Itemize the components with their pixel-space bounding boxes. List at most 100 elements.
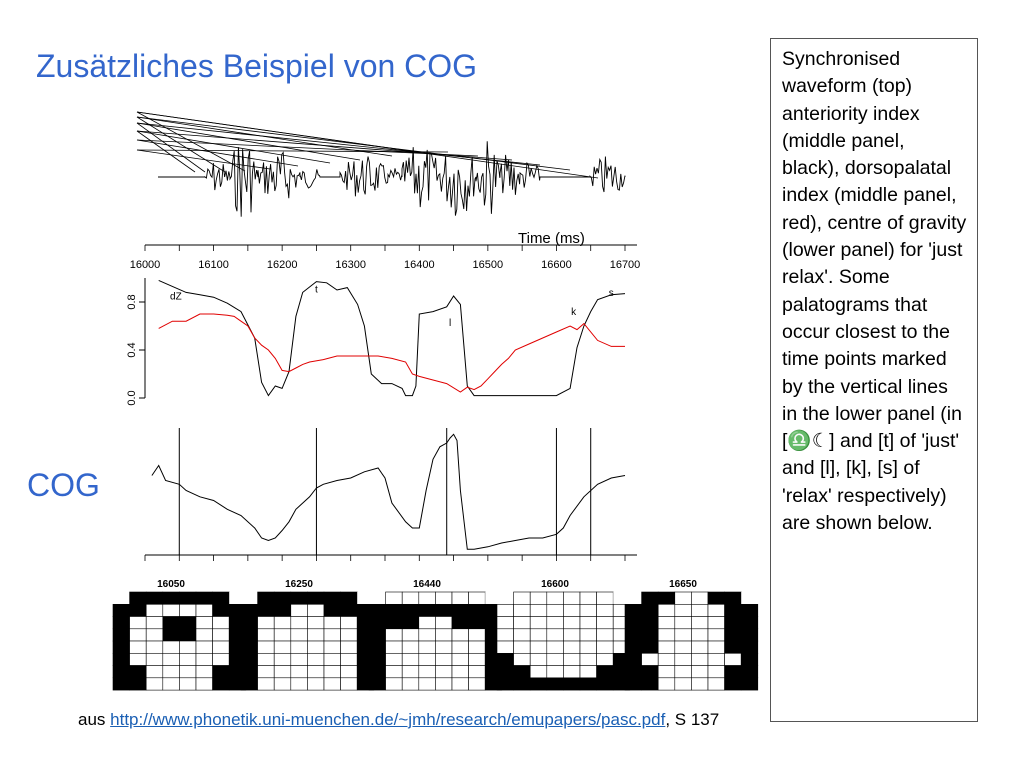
palatogram-cell [162,616,180,630]
palatogram-cell [641,652,659,666]
palatogram-cell [691,677,709,691]
palatogram-cell [112,640,130,654]
palatogram-cell [145,652,164,666]
palatogram-cell [212,616,230,630]
palatogram-cell [240,677,258,691]
palatogram-cell [290,616,308,630]
source-link[interactable]: http://www.phonetik.uni-muenchen.de/~jmh… [110,710,666,729]
palatogram-cell [740,603,759,617]
palatogram-cell [691,603,709,617]
palatogram-cell [145,640,164,654]
palatogram-cell [418,677,436,691]
waveform-panel [158,141,626,217]
palatogram-cell [145,677,164,691]
segment-label: l [449,318,451,329]
palatogram-cell [368,616,386,630]
palatogram-cell [368,652,386,666]
palatogram-cell [724,616,742,630]
palatogram-cell [323,652,341,666]
palatogram-cell [257,665,275,679]
palatogram-cell [674,677,692,691]
palatogram-cell [496,677,514,691]
palatogram-cell [740,652,759,666]
palatogram-cell [385,652,403,666]
palatogram-cell [596,603,614,617]
palatogram-cell [657,591,676,605]
palatogram-cell [179,616,197,630]
palatogram-cell [740,640,759,654]
palatogram-cell [496,652,514,666]
palatogram-cell [529,665,548,679]
palatogram-cell [212,677,230,691]
palatogram-cell [468,616,486,630]
palatogram-cell [724,628,742,642]
palatogram-cell [496,616,514,630]
palatogram-cell [546,616,564,630]
palatogram-cell [657,640,676,654]
palatogram-cell [579,640,597,654]
palatogram-cell [401,677,420,691]
time-tick-label: 16200 [267,259,298,271]
palatogram-cell [641,591,659,605]
palatogram-cell [307,628,325,642]
palatogram-cell [179,665,197,679]
palatogram-cell [368,603,386,617]
palatogram-cell [112,603,130,617]
palatogram-cell [240,665,258,679]
palatogram-cell [657,677,676,691]
waveform-trace [158,141,626,217]
palatogram-cell [179,677,197,691]
source-caption: aus http://www.phonetik.uni-muenchen.de/… [78,710,719,730]
palatogram-cell [385,603,403,617]
palatogram-cell [340,603,358,617]
palatogram-cell [579,665,597,679]
palatogram-cell [195,628,213,642]
middle-y-tick-label: 0.0 [126,390,138,405]
palatogram-cell [385,616,403,630]
palatogram-cell [546,677,564,691]
palatogram-cell [307,616,325,630]
palatogram-cell [435,640,453,654]
palatogram-cell [496,628,514,642]
palatogram-cell [451,603,469,617]
palatogram-cell [529,616,548,630]
palatogram-cell [624,640,642,654]
palatogram-cell [691,665,709,679]
fan-line [136,116,393,157]
palatogram-cell [740,665,759,679]
palatogram-cell [323,628,341,642]
palatogram-cell [162,677,180,691]
middle-y-tick-label: 0.8 [126,294,138,309]
slide-title: Zusätzliches Beispiel von COG [36,48,478,84]
time-tick-label: 16500 [473,259,504,271]
palatogram-cell [273,640,292,654]
palatogram-cell [674,591,692,605]
middle-panel: 0.0 0.4 0.8 dZ t l k s [126,278,626,406]
palatogram-cell [129,640,147,654]
fan-line [136,122,206,173]
palatogram-cell [162,603,180,617]
palatogram-cell [385,677,403,691]
palatogram-cell [323,603,341,617]
palatogram-cell [290,652,308,666]
fan-line [136,149,271,170]
palatogram-cell [657,665,676,679]
dorsopalatal-index-line [158,313,625,393]
palatogram-cell [195,677,213,691]
palatogram-cell [145,628,164,642]
palatogram-cell [529,603,548,617]
middle-y-tick-label: 0.4 [126,342,138,357]
palatogram-cell [290,591,308,605]
palatogram-cell [162,652,180,666]
palatogram: 16650 [624,579,759,691]
palatogram-cell [273,652,292,666]
palatogram-cell [451,591,469,605]
palatogram-cell [418,628,436,642]
palatogram-cell [707,603,725,617]
palatogram-cell [724,640,742,654]
palatogram-cell [563,591,581,605]
segment-label: k [571,307,577,318]
palatogram-cell [145,665,164,679]
palatogram-cell [513,652,531,666]
cog-side-label: COG [27,467,100,503]
